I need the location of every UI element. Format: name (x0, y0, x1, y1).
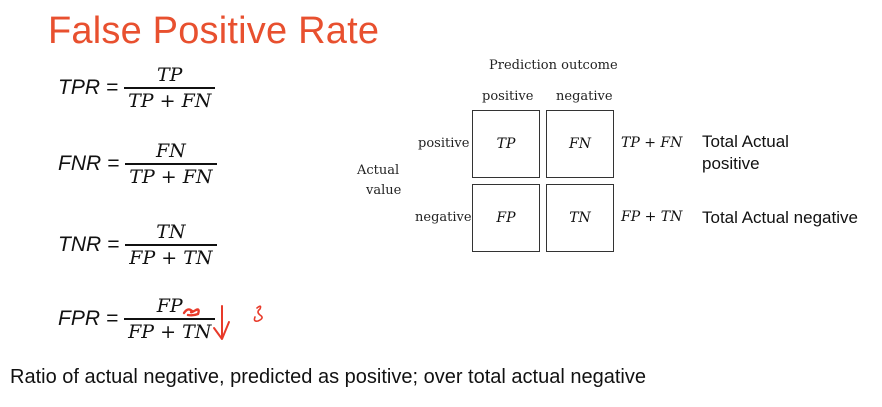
ink-scribble (182, 308, 200, 317)
tnr-denominator: FP + TN (129, 246, 213, 269)
fpr-denominator: FP + TN (128, 320, 212, 343)
fnr-formula: FNR = FN TP + FN (58, 136, 217, 192)
total-actual-positive: Total Actual positive (702, 131, 789, 175)
tpr-denominator: TP + FN (128, 89, 212, 112)
row-sum-positive: TP + FN (621, 135, 683, 151)
caption: Ratio of actual negative, predicted as p… (10, 366, 646, 388)
tnr-label: TNR = (58, 233, 120, 256)
tpr-fraction: TP TP + FN (124, 63, 216, 113)
fpr-fraction: FP FP + TN (124, 294, 216, 344)
fraction-bar (124, 87, 216, 89)
row-axis-label-2: value (366, 183, 402, 198)
fnr-fraction: FN TP + FN (125, 139, 217, 189)
row-sum-negative: FP + TN (621, 209, 683, 225)
total-positive-line2: positive (702, 154, 760, 173)
matrix-header: Prediction outcome (489, 58, 618, 73)
cell-false-negative: FN (546, 110, 614, 178)
col-label-negative: negative (556, 89, 613, 104)
row-axis-label-1: Actual (357, 163, 400, 178)
fraction-bar (125, 163, 217, 165)
slide-title: False Positive Rate (48, 10, 380, 52)
tnr-fraction: TN FP + TN (125, 220, 217, 270)
fnr-denominator: TP + FN (129, 165, 213, 188)
tnr-formula: TNR = TN FP + TN (58, 217, 217, 273)
total-actual-negative: Total Actual negative (702, 208, 858, 227)
cell-true-positive: TP (472, 110, 540, 178)
fraction-bar (125, 244, 217, 246)
fnr-label: FNR = (58, 152, 120, 175)
fpr-numerator: FP (156, 295, 183, 318)
fnr-numerator: FN (155, 140, 186, 163)
arrow-head (213, 321, 230, 340)
cell-false-positive: FP (472, 184, 540, 252)
row-label-negative: negative (415, 210, 472, 225)
tnr-numerator: TN (156, 221, 186, 244)
fpr-label: FPR = (58, 307, 119, 330)
fpr-formula: FPR = FP FP + TN (58, 291, 216, 347)
total-positive-line1: Total Actual (702, 132, 789, 151)
ink-mark (253, 305, 263, 322)
row-label-positive: positive (418, 136, 470, 151)
tpr-numerator: TP (157, 64, 183, 87)
fraction-bar (124, 318, 216, 320)
cell-true-negative: TN (546, 184, 614, 252)
tpr-formula: TPR = TP TP + FN (58, 60, 216, 116)
col-label-positive: positive (482, 89, 534, 104)
tpr-label: TPR = (58, 76, 119, 99)
